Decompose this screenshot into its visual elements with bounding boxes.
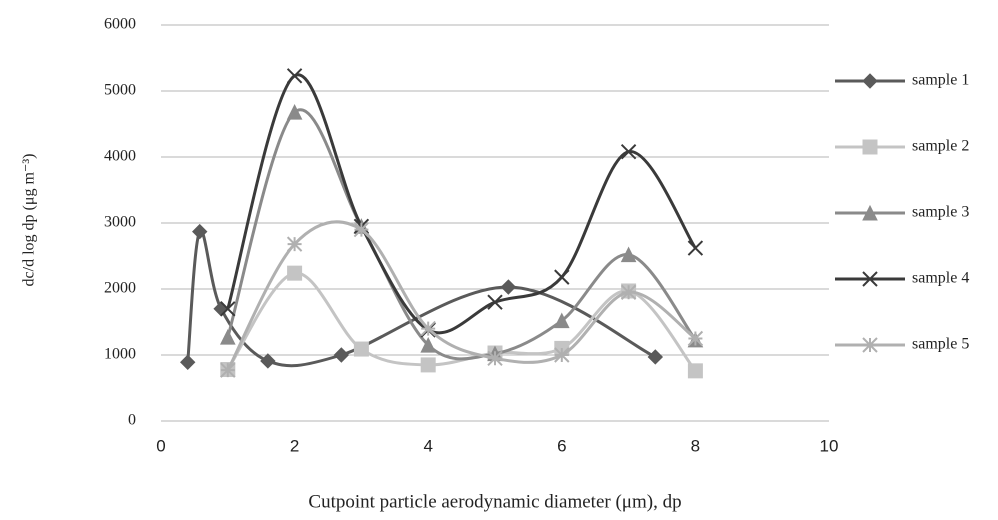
legend-label: sample 1 (912, 72, 969, 89)
marker (687, 363, 703, 379)
marker (647, 349, 664, 365)
marker (260, 353, 276, 369)
y-axis-title: dc/d log dp (μg m⁻³) (21, 154, 38, 287)
legend-label: sample 5 (912, 336, 969, 353)
y-tick-label: 6000 (104, 16, 136, 33)
marker (287, 265, 303, 281)
marker (620, 284, 637, 301)
x-axis-title: Cutpoint particle aerodynamic diameter (… (308, 491, 681, 512)
y-tick-label: 4000 (104, 148, 136, 165)
marker (420, 320, 436, 337)
marker (192, 223, 208, 240)
marker (487, 294, 503, 310)
marker (620, 144, 637, 160)
series-line (186, 229, 656, 368)
legend-label: sample 2 (912, 138, 969, 155)
marker (220, 301, 236, 317)
marker (180, 354, 196, 370)
marker (286, 236, 303, 252)
legend-marker (862, 271, 878, 287)
marker (219, 329, 236, 345)
y-tick-label: 0 (128, 412, 136, 429)
marker (500, 279, 517, 295)
marker (420, 357, 436, 373)
marker (333, 347, 350, 363)
legend-label: sample 4 (912, 270, 969, 287)
x-tick-label: 4 (423, 436, 432, 455)
legend-label: sample 3 (912, 204, 969, 221)
marker (286, 68, 303, 84)
legend-marker (862, 337, 878, 353)
marker (554, 347, 570, 363)
marker (213, 301, 229, 317)
legend-marker (862, 73, 878, 89)
y-tick-label: 1000 (104, 346, 136, 363)
x-tick-label: 8 (691, 436, 700, 455)
legend-marker (862, 139, 878, 155)
y-tick-label: 5000 (104, 82, 136, 99)
marker (220, 362, 236, 378)
marker (353, 221, 370, 238)
marker (553, 312, 570, 329)
x-tick-label: 0 (156, 436, 165, 455)
marker (487, 350, 503, 367)
marker (286, 104, 303, 120)
x-tick-label: 6 (557, 436, 566, 455)
x-tick-label: 10 (820, 436, 839, 455)
marker (353, 341, 369, 357)
marker (687, 330, 704, 347)
y-tick-label: 2000 (104, 280, 136, 297)
x-tick-label: 2 (290, 436, 299, 455)
y-tick-label: 3000 (104, 214, 136, 231)
legend-marker (862, 204, 878, 221)
marker (620, 246, 637, 263)
marker (687, 240, 704, 256)
marker (554, 269, 570, 285)
marker (420, 336, 437, 353)
